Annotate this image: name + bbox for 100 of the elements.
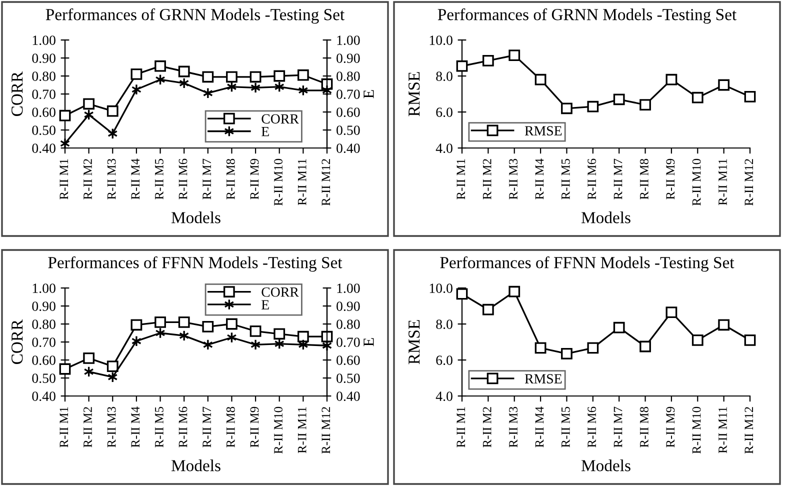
x-tick-label: R-II M6 xyxy=(588,406,596,448)
point xyxy=(226,318,238,330)
x-tick-label: R-II M8 xyxy=(640,158,648,200)
x-tick-label: R-II M1 xyxy=(456,407,466,448)
point xyxy=(250,326,262,337)
point xyxy=(322,84,332,96)
y-tick-label: 0.50 xyxy=(32,126,56,136)
point xyxy=(297,69,309,81)
x-tick-label: R-II M8 xyxy=(226,406,235,448)
y-tick-label: 0.70 xyxy=(32,338,56,348)
point xyxy=(666,306,678,318)
y2-tick-label: 0.60 xyxy=(336,108,360,118)
x-tick-label: R-II M6 xyxy=(178,158,188,200)
point xyxy=(106,105,118,117)
x-tick-label: R-II M3 xyxy=(509,406,518,448)
y2-tick-label: 0.60 xyxy=(336,356,360,366)
y-tick-label: 0.60 xyxy=(32,108,56,118)
point xyxy=(130,319,142,331)
y2-axis-title: E xyxy=(364,90,374,98)
x-tick-label: R-II M7 xyxy=(614,158,622,200)
point xyxy=(178,66,190,78)
y-tick-label: 10.0 xyxy=(430,36,452,46)
legend-label: E xyxy=(262,127,269,136)
y-tick-label: 0.50 xyxy=(32,374,56,384)
x-tick-label: R-II M10 xyxy=(274,158,282,206)
point xyxy=(297,330,309,342)
point xyxy=(59,110,71,122)
point xyxy=(613,322,625,334)
y-tick-label: 0.60 xyxy=(32,356,56,366)
x-tick-label: R-II M7 xyxy=(614,406,622,448)
point xyxy=(131,84,142,96)
x-tick-label: R-II M5 xyxy=(562,158,570,200)
y-tick-label: 8.0 xyxy=(436,320,452,330)
point xyxy=(456,288,468,300)
x-tick-label: R-II M9 xyxy=(666,406,675,448)
x-tick-label: R-II M10 xyxy=(692,158,701,206)
x-axis-title: Models xyxy=(171,212,220,224)
y2-tick-label: 0.70 xyxy=(336,338,360,348)
x-tick-label: R-II M11 xyxy=(718,407,727,454)
x-tick-label: R-II M12 xyxy=(744,407,754,454)
x-tick-label: R-II M4 xyxy=(131,406,140,448)
y2-tick-label: 0.70 xyxy=(336,90,360,100)
y2-tick-label: 0.50 xyxy=(336,374,360,384)
y2-tick-label: 0.40 xyxy=(336,392,360,402)
point xyxy=(250,82,261,94)
y-tick-label: 10.0 xyxy=(430,284,452,294)
y2-tick-label: 0.40 xyxy=(336,144,360,154)
chart-title: Performances of GRNN Models -Testing Set xyxy=(438,8,737,24)
x-axis-title: Models xyxy=(581,212,630,224)
x-tick-label: R-II M10 xyxy=(692,406,701,454)
x-axis-title: Models xyxy=(171,460,220,472)
x-axis-title: Models xyxy=(581,460,630,472)
x-tick-label: R-II M5 xyxy=(155,406,164,448)
point xyxy=(274,70,286,82)
point xyxy=(718,319,730,331)
y-axis-title: RMSE xyxy=(408,72,420,116)
point xyxy=(106,360,118,372)
point xyxy=(508,286,520,298)
x-tick-label: R-II M3 xyxy=(509,158,518,200)
x-tick-label: R-II M3 xyxy=(107,158,116,200)
y-axis-title: CORR xyxy=(12,71,23,116)
x-tick-label: R-II M7 xyxy=(202,406,211,448)
x-tick-label: R-II M10 xyxy=(274,406,282,454)
y-tick-label: 4.0 xyxy=(436,144,452,154)
y-tick-label: 0.90 xyxy=(32,302,56,312)
x-tick-label: R-II M9 xyxy=(250,406,259,448)
x-tick-label: R-II M2 xyxy=(482,159,492,200)
y2-tick-label: 1.00 xyxy=(337,284,360,294)
point xyxy=(508,50,520,61)
x-tick-label: R-II M11 xyxy=(298,407,306,454)
x-tick-label: R-II M7 xyxy=(202,158,211,200)
point xyxy=(482,304,494,316)
x-tick-label: R-II M2 xyxy=(84,159,92,200)
y-tick-label: 4.0 xyxy=(436,392,452,402)
point xyxy=(534,342,546,354)
y-tick-label: 6.0 xyxy=(436,108,452,118)
point xyxy=(130,68,142,80)
y-tick-label: 0.80 xyxy=(32,72,56,82)
y-tick-label: 8.0 xyxy=(436,72,452,82)
x-tick-label: R-II M5 xyxy=(562,406,570,448)
x-tick-label: R-II M2 xyxy=(84,407,92,448)
point xyxy=(202,321,214,332)
x-tick-label: R-II M3 xyxy=(107,406,116,448)
point xyxy=(154,60,166,72)
point xyxy=(59,363,71,375)
x-tick-label: R-II M12 xyxy=(322,407,330,454)
x-tick-label: R-II M11 xyxy=(298,159,306,206)
chart-title: Performances of GRNN Models -Testing Set xyxy=(46,8,345,24)
point xyxy=(561,348,572,360)
y-tick-label: 0.80 xyxy=(32,320,56,330)
legend-label: CORR xyxy=(262,287,299,297)
point xyxy=(154,316,166,328)
point xyxy=(534,74,546,86)
point xyxy=(482,55,494,66)
x-tick-label: R-II M4 xyxy=(535,158,544,200)
x-tick-label: R-II M2 xyxy=(482,407,492,448)
point xyxy=(613,94,625,106)
y-tick-label: 1.00 xyxy=(32,284,56,294)
y-tick-label: 0.70 xyxy=(32,90,56,100)
x-tick-label: R-II M12 xyxy=(744,159,754,206)
